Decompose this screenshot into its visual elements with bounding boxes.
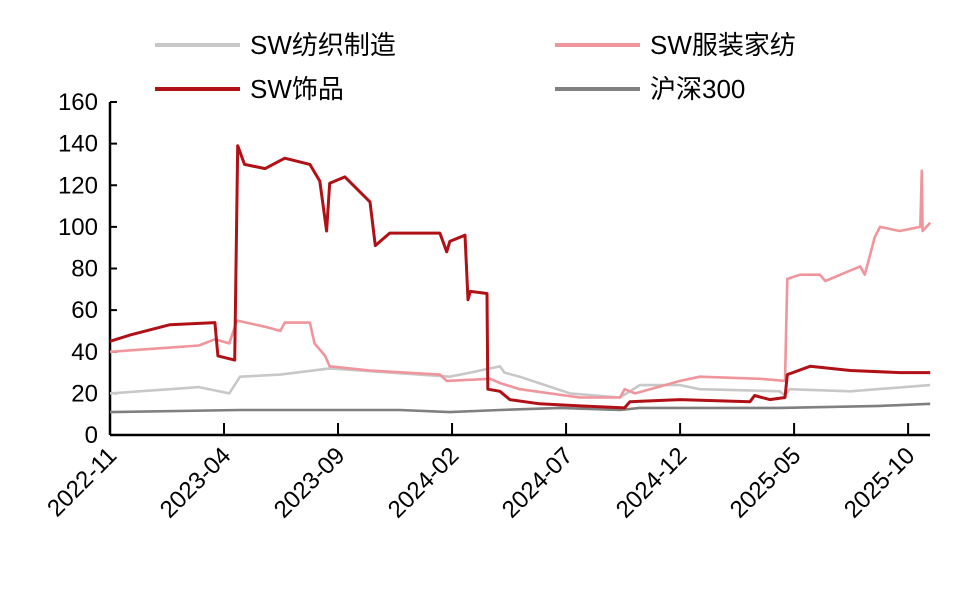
y-tick-label: 120 — [58, 172, 98, 199]
x-axis: 2022-11 2023-04 2023-09 2024-02 2024-07 2024-… — [42, 423, 930, 524]
legend-item-csi300: 沪深300 — [555, 74, 745, 104]
x-tick-label: 2023-09 — [269, 442, 350, 523]
y-tick-label: 60 — [71, 297, 98, 324]
y-tick-label: 0 — [85, 422, 98, 449]
y-tick-label: 160 — [58, 89, 98, 116]
y-tick-label: 140 — [58, 131, 98, 158]
series-lines — [109, 144, 932, 414]
y-tick-label: 80 — [71, 256, 98, 283]
legend-label-textile: SW纺织制造 — [250, 30, 396, 60]
legend-label-csi300: 沪深300 — [650, 74, 745, 104]
series-line-textile — [109, 365, 931, 399]
legend: SW纺织制造 SW服装家纺 SW饰品 沪深300 — [155, 30, 796, 104]
y-axis: 0 20 40 60 80 100 120 140 160 — [58, 89, 117, 449]
x-tick-label: 2024-12 — [611, 442, 692, 523]
series-line-apparel — [109, 169, 932, 399]
series-line-csi300 — [109, 402, 931, 414]
legend-label-jewelry: SW饰品 — [250, 74, 344, 104]
y-tick-label: 100 — [58, 214, 98, 241]
x-tick-label: 2024-07 — [497, 442, 578, 523]
y-tick-label: 40 — [71, 339, 98, 366]
x-tick-label: 2022-11 — [42, 442, 122, 522]
legend-item-jewelry: SW饰品 — [155, 74, 344, 104]
x-tick-label: 2025-10 — [839, 442, 920, 523]
y-tick-label: 20 — [71, 380, 98, 407]
x-tick-label: 2023-04 — [155, 442, 236, 523]
legend-item-textile: SW纺织制造 — [155, 30, 396, 60]
legend-label-apparel: SW服装家纺 — [650, 30, 796, 60]
legend-item-apparel: SW服装家纺 — [555, 30, 796, 60]
x-tick-label: 2025-05 — [725, 442, 806, 523]
x-tick-label: 2024-02 — [383, 442, 464, 523]
series-line-jewelry — [109, 144, 931, 410]
